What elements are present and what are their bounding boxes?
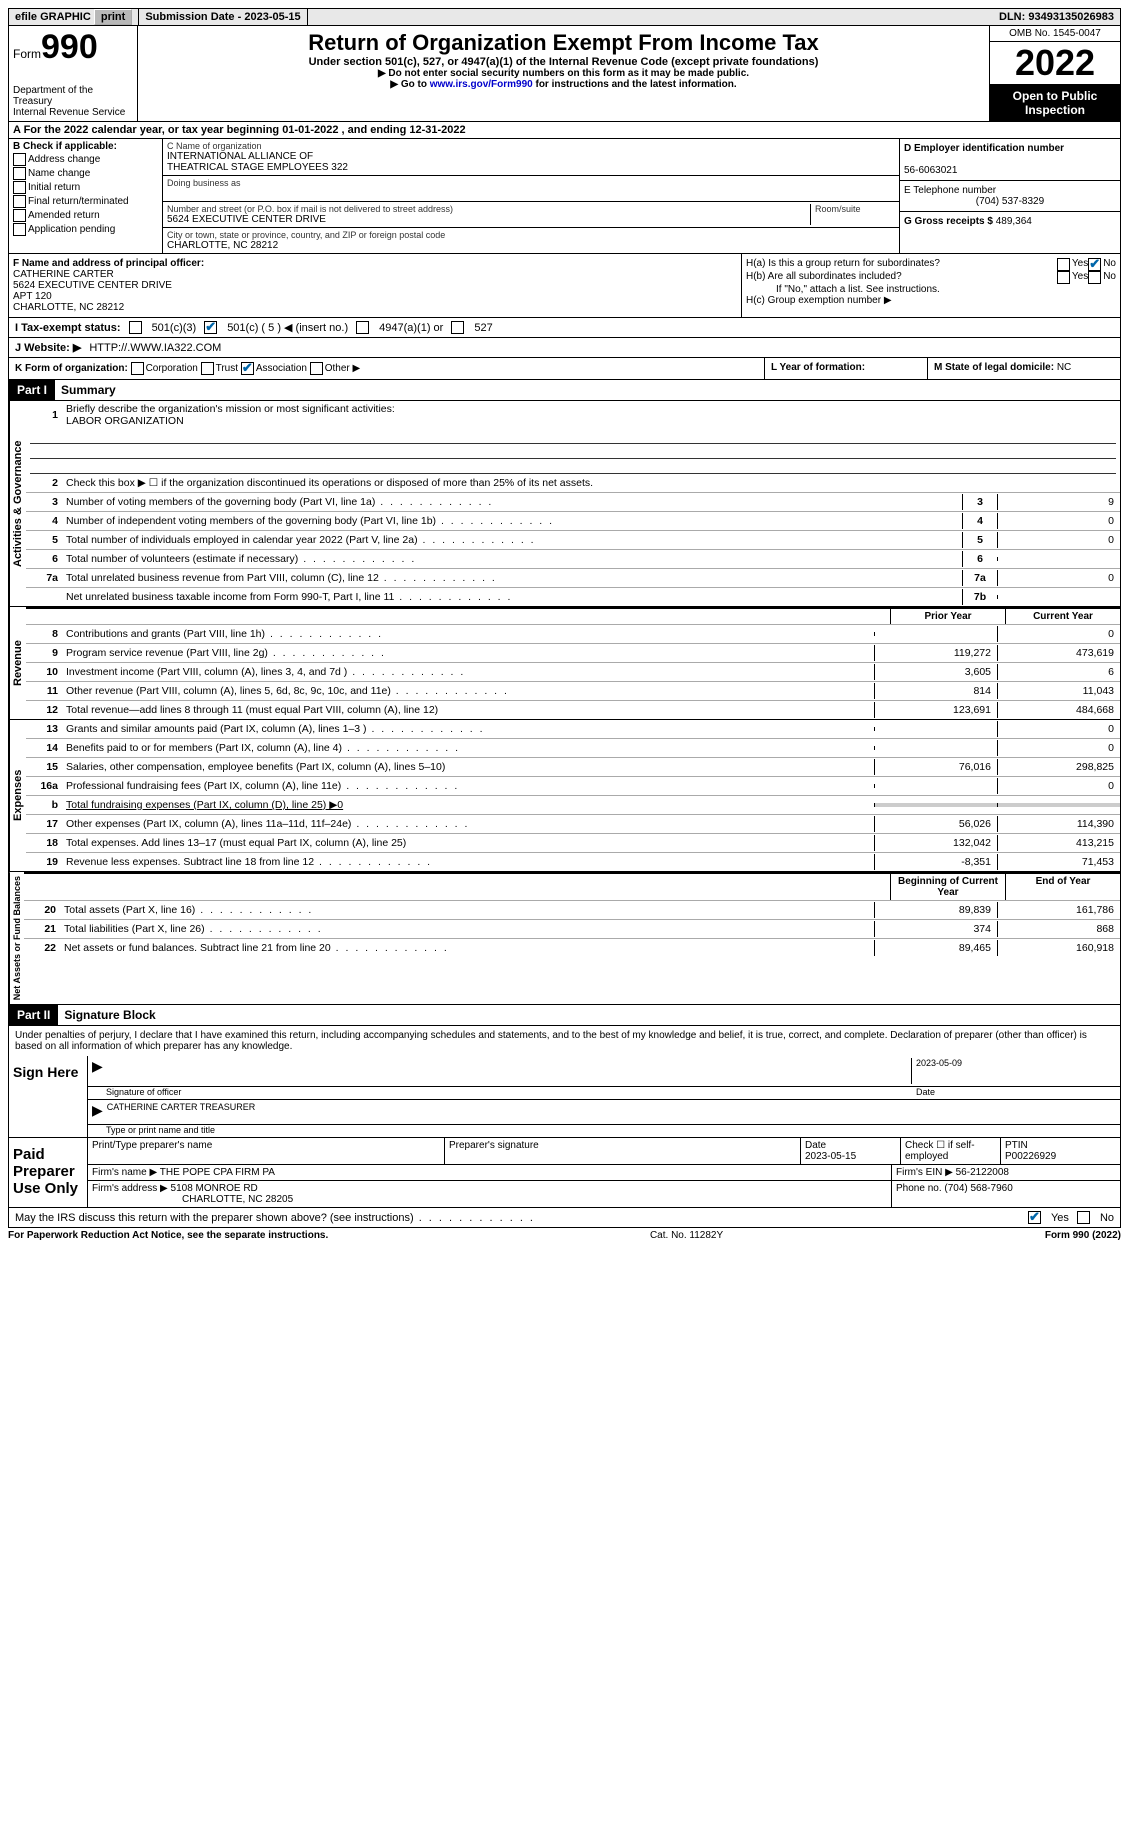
hb-no[interactable] (1088, 271, 1101, 284)
row-a-tax-year: A For the 2022 calendar year, or tax yea… (8, 122, 1121, 139)
hb-yes[interactable] (1057, 271, 1070, 284)
section-fh: F Name and address of principal officer:… (8, 254, 1121, 318)
527-checkbox[interactable] (451, 321, 464, 334)
discuss-yes[interactable] (1028, 1211, 1041, 1224)
ha-no[interactable] (1088, 258, 1101, 271)
year-formation: L Year of formation: (764, 358, 927, 379)
row-klm: K Form of organization: Corporation Trus… (8, 358, 1121, 380)
discuss-no[interactable] (1077, 1211, 1090, 1224)
vtab-governance: Activities & Governance (9, 401, 26, 606)
print-button[interactable]: print (94, 9, 132, 25)
addr-change-checkbox[interactable] (13, 153, 26, 166)
paid-preparer-section: Paid Preparer Use Only Print/Type prepar… (8, 1138, 1121, 1208)
submission-date: Submission Date - 2023-05-15 (139, 9, 307, 25)
app-pending-checkbox[interactable] (13, 223, 26, 236)
paid-preparer-label: Paid Preparer Use Only (9, 1138, 88, 1207)
part1-governance: Activities & Governance 1Briefly describ… (8, 401, 1121, 607)
trust-checkbox[interactable] (201, 362, 214, 375)
501c3-checkbox[interactable] (129, 321, 142, 334)
assoc-checkbox[interactable] (241, 362, 254, 375)
vtab-expenses: Expenses (9, 720, 26, 871)
col-d-ein: D Employer identification number 56-6063… (899, 139, 1120, 253)
website-url[interactable]: HTTP://.WWW.IA322.COM (89, 342, 221, 354)
ha-yes[interactable] (1057, 258, 1070, 271)
declaration-text: Under penalties of perjury, I declare th… (8, 1026, 1121, 1056)
part2-header: Part II Signature Block (8, 1005, 1121, 1026)
corp-checkbox[interactable] (131, 362, 144, 375)
header-right: OMB No. 1545-0047 2022 Open to Public In… (989, 26, 1120, 121)
4947-checkbox[interactable] (356, 321, 369, 334)
col-h-group: H(a) Is this a group return for subordin… (742, 254, 1120, 317)
form-header: Form990 Department of the Treasury Inter… (8, 26, 1121, 122)
sign-here-label: Sign Here (9, 1056, 88, 1137)
sign-here-section: Sign Here ▶2023-05-09 Signature of offic… (8, 1056, 1121, 1138)
vtab-netassets: Net Assets or Fund Balances (9, 872, 24, 1004)
vtab-revenue: Revenue (9, 607, 26, 719)
state-domicile: M State of legal domicile: NC (927, 358, 1120, 379)
part1-revenue: Revenue Prior YearCurrent Year 8Contribu… (8, 607, 1121, 720)
initial-return-checkbox[interactable] (13, 181, 26, 194)
discuss-row: May the IRS discuss this return with the… (8, 1208, 1121, 1228)
row-j-website: J Website: ▶ HTTP://.WWW.IA322.COM (8, 338, 1121, 358)
other-checkbox[interactable] (310, 362, 323, 375)
irs-link[interactable]: www.irs.gov/Form990 (430, 79, 533, 90)
dln: DLN: 93493135026983 (993, 9, 1120, 25)
part1-expenses: Expenses 13Grants and similar amounts pa… (8, 720, 1121, 872)
col-c-org-info: C Name of organization INTERNATIONAL ALL… (163, 139, 899, 253)
name-change-checkbox[interactable] (13, 167, 26, 180)
page-footer: For Paperwork Reduction Act Notice, see … (8, 1228, 1121, 1243)
col-f-officer: F Name and address of principal officer:… (9, 254, 742, 317)
col-b-checkboxes: B Check if applicable: Address change Na… (9, 139, 163, 253)
header-left: Form990 Department of the Treasury Inter… (9, 26, 138, 121)
final-return-checkbox[interactable] (13, 195, 26, 208)
section-bcd: B Check if applicable: Address change Na… (8, 139, 1121, 254)
501c-checkbox[interactable] (204, 321, 217, 334)
part1-header: Part I Summary (8, 380, 1121, 401)
part1-netassets: Net Assets or Fund Balances Beginning of… (8, 872, 1121, 1005)
efile-topbar: efile GRAPHIC print Submission Date - 20… (8, 8, 1121, 26)
header-title: Return of Organization Exempt From Incom… (138, 26, 989, 121)
row-i-tax-status: I Tax-exempt status: 501(c)(3) 501(c) ( … (8, 318, 1121, 338)
efile-label: efile GRAPHIC print (9, 9, 139, 25)
amended-checkbox[interactable] (13, 209, 26, 222)
